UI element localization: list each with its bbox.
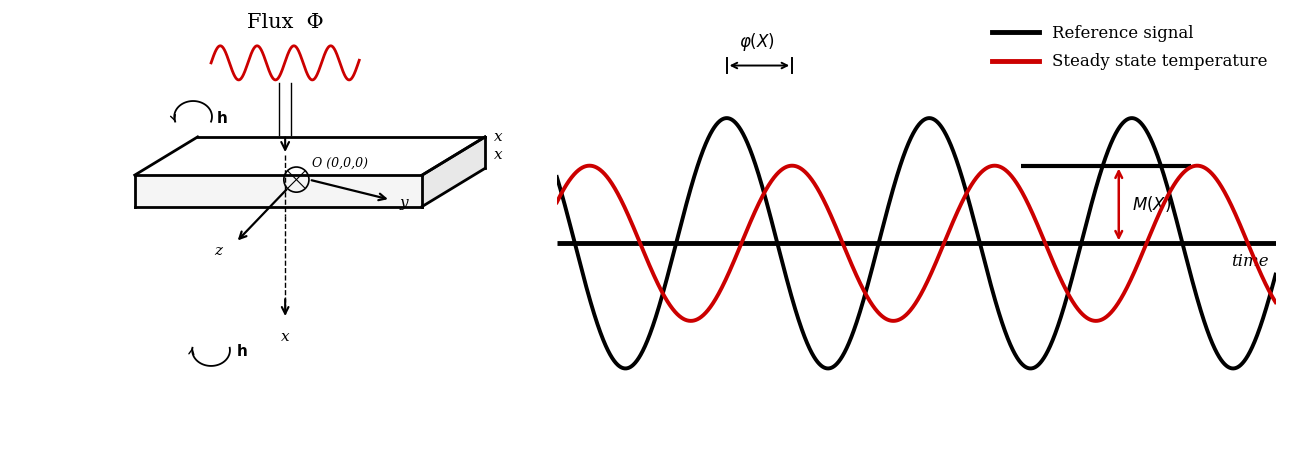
Text: Flux  Φ: Flux Φ xyxy=(247,13,324,32)
Text: $\mathbf{h}$: $\mathbf{h}$ xyxy=(216,110,228,126)
Polygon shape xyxy=(135,175,422,207)
Text: x: x xyxy=(493,130,502,144)
Polygon shape xyxy=(422,137,484,207)
Text: O (0,0,0): O (0,0,0) xyxy=(312,157,368,170)
Text: y: y xyxy=(400,196,408,210)
Text: x: x xyxy=(281,330,290,344)
Text: $\varphi(X)$: $\varphi(X)$ xyxy=(739,31,774,53)
Text: $M(X)$: $M(X)$ xyxy=(1132,194,1171,215)
Polygon shape xyxy=(135,137,484,175)
Text: x: x xyxy=(493,148,502,162)
Text: time: time xyxy=(1232,253,1269,270)
Text: z: z xyxy=(214,243,223,258)
Legend: Reference signal, Steady state temperature: Reference signal, Steady state temperatu… xyxy=(985,18,1274,77)
Text: $\mathbf{h}$: $\mathbf{h}$ xyxy=(236,343,247,359)
